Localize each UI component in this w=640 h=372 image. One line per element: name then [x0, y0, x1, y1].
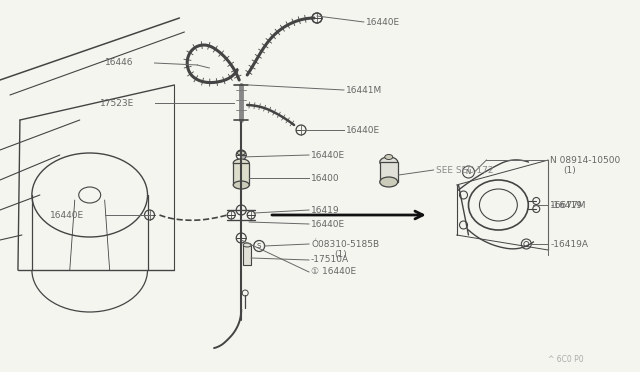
Text: 16440E: 16440E — [311, 151, 345, 160]
Bar — [233, 163, 249, 185]
Text: 16419: 16419 — [311, 205, 340, 215]
Text: 16677M: 16677M — [550, 201, 587, 209]
Text: (1): (1) — [563, 166, 576, 174]
Text: -16419: -16419 — [550, 201, 582, 209]
Text: ^ 6C0 P0: ^ 6C0 P0 — [548, 356, 584, 365]
Text: -16419A: -16419A — [550, 240, 588, 248]
Text: 16400: 16400 — [311, 173, 340, 183]
Ellipse shape — [233, 181, 249, 189]
Text: N: N — [466, 169, 471, 175]
Text: ① 16440E: ① 16440E — [311, 267, 356, 276]
Ellipse shape — [385, 154, 393, 160]
Ellipse shape — [237, 151, 245, 155]
Text: S: S — [257, 243, 261, 249]
Text: 16441M: 16441M — [346, 86, 382, 94]
Text: 16440E: 16440E — [346, 125, 380, 135]
Ellipse shape — [243, 243, 251, 247]
Ellipse shape — [380, 157, 397, 167]
Text: 16446: 16446 — [105, 58, 133, 67]
Text: Ó08310-5185B: Ó08310-5185B — [311, 240, 379, 248]
Text: 16440E: 16440E — [311, 219, 345, 228]
Text: 16440E: 16440E — [50, 211, 84, 219]
Text: (1): (1) — [334, 250, 347, 260]
Text: 17523E: 17523E — [100, 99, 134, 108]
Ellipse shape — [233, 159, 249, 167]
Text: N 08914-10500: N 08914-10500 — [550, 155, 621, 164]
Ellipse shape — [380, 177, 397, 187]
Text: 16440E: 16440E — [366, 17, 400, 26]
Text: -17510A: -17510A — [311, 256, 349, 264]
Bar — [243, 245, 251, 265]
Text: SEE SEC.172: SEE SEC.172 — [436, 166, 493, 174]
Bar — [380, 162, 397, 182]
